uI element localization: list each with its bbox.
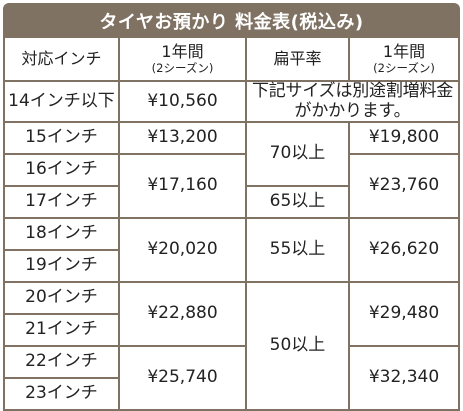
table-row: 20インチ ¥22,880 50以上 ¥29,480 (3, 283, 460, 411)
size-cell-23: 23インチ (3, 379, 120, 411)
header-price-line2: (2シーズン) (151, 60, 214, 75)
ratio-cell-55: 55以上 (247, 219, 350, 284)
table-row: 16インチ ¥17,160 ¥23,760 (3, 155, 460, 220)
table-row: 14インチ以下 ¥10,560 下記サイズは別途割増料金がかかります。 (3, 81, 460, 124)
header-price: 1年間 (2シーズン) (120, 38, 247, 82)
table-row: 19インチ (3, 251, 460, 284)
price2-cell-20-21: ¥29,480 (350, 283, 460, 348)
header-price2-line1: 1年間 (382, 42, 426, 62)
price-cell-22-23: ¥25,740 (120, 347, 247, 411)
size-cell-21: 21インチ (3, 315, 120, 348)
table-title: タイヤお預かり 料金表(税込み) (3, 3, 460, 38)
header-row: 対応インチ 1年間 (2シーズン) 扁平率 1年間 (2シーズン) (3, 38, 460, 82)
header-size: 対応インチ (3, 38, 120, 82)
table-row: 17インチ 65以上 (3, 187, 460, 220)
price2-cell-18-19: ¥26,620 (350, 219, 460, 284)
size-cell-22: 22インチ (3, 347, 120, 380)
size-cell-15: 15インチ (3, 123, 120, 156)
header-price2-line2: (2シーズン) (373, 60, 435, 75)
header-price2: 1年間 (2シーズン) (350, 38, 460, 82)
size-cell-20: 20インチ (3, 283, 120, 316)
price2-cell-16-17: ¥23,760 (350, 155, 460, 220)
price-cell-18-19: ¥20,020 (120, 219, 247, 284)
table-row: 23インチ (3, 379, 460, 411)
price-cell-16-17: ¥17,160 (120, 155, 247, 220)
price-table-container: タイヤお預かり 料金表(税込み) 対応インチ 1年間 (2シーズン) 扁平率 1… (3, 3, 460, 411)
surcharge-note: 下記サイズは別途割増料金がかかります。 (247, 81, 460, 124)
size-cell-14: 14インチ以下 (3, 82, 120, 124)
price2-cell-22-23: ¥32,340 (350, 347, 460, 411)
size-cell-18: 18インチ (3, 219, 120, 252)
size-cell-17: 17インチ (3, 187, 120, 220)
table-row: 21インチ (3, 315, 460, 348)
price-table: 対応インチ 1年間 (2シーズン) 扁平率 1年間 (2シーズン) 14インチ以… (3, 38, 460, 411)
size-cell-16: 16インチ (3, 155, 120, 188)
ratio-cell-65: 65以上 (247, 187, 350, 220)
table-row: 22インチ ¥25,740 ¥32,340 (3, 347, 460, 411)
price2-cell-15: ¥19,800 (350, 123, 460, 156)
price-cell-20-21: ¥22,880 (120, 283, 247, 348)
header-price-line1: 1年間 (161, 42, 204, 62)
table-row: 15インチ ¥13,200 70以上 ¥19,800 (3, 123, 460, 188)
ratio-cell-70: 70以上 (247, 123, 350, 188)
price-cell-14: ¥10,560 (120, 82, 247, 124)
price-cell-15: ¥13,200 (120, 123, 247, 156)
size-cell-19: 19インチ (3, 251, 120, 284)
header-ratio: 扁平率 (247, 38, 350, 82)
ratio-cell-50: 50以上 (247, 283, 350, 411)
table-row: 18インチ ¥20,020 55以上 ¥26,620 (3, 219, 460, 284)
